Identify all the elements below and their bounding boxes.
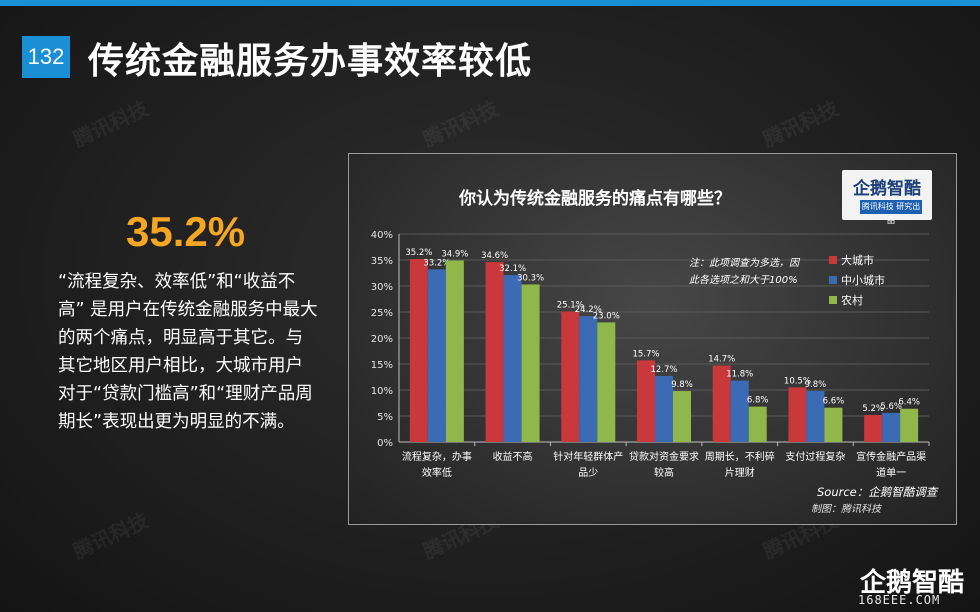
data-label: 10.5% bbox=[784, 376, 811, 386]
brand-logo-text: 企鹅智酷 bbox=[853, 179, 921, 199]
highlight-description: “流程复杂、效率低”和“收益不高” 是用户在传统金融服务中最大的两个痛点，明显高… bbox=[58, 272, 318, 432]
data-label: 24.2% bbox=[575, 305, 602, 315]
watermark: 腾讯科技 bbox=[69, 96, 152, 152]
legend-swatch bbox=[829, 296, 837, 304]
bar bbox=[900, 408, 919, 442]
data-label: 12.7% bbox=[650, 365, 677, 375]
y-tick-label: 30% bbox=[371, 282, 393, 293]
data-label: 9.8% bbox=[805, 380, 827, 390]
bar bbox=[521, 284, 540, 442]
footer-logo: 企鹅智酷 bbox=[860, 568, 965, 598]
data-label: 5.2% bbox=[862, 404, 884, 414]
y-tick-label: 5% bbox=[377, 412, 393, 423]
top-accent-bar bbox=[0, 0, 980, 6]
data-label: 6.6% bbox=[823, 397, 845, 407]
x-category-label: 收益不高 bbox=[493, 450, 533, 463]
y-tick-label: 40% bbox=[371, 230, 393, 241]
y-tick-label: 15% bbox=[371, 360, 393, 371]
bar bbox=[730, 380, 749, 442]
bar bbox=[748, 406, 767, 442]
bar bbox=[409, 258, 428, 442]
data-label: 14.7% bbox=[708, 355, 735, 365]
x-category-label: 宣传金融产品渠 bbox=[856, 450, 926, 463]
bar bbox=[597, 322, 616, 442]
bar bbox=[427, 269, 446, 442]
data-label: 30.3% bbox=[517, 273, 544, 283]
slide-number: 132 bbox=[22, 36, 70, 78]
x-category-label: 支付过程复杂 bbox=[785, 450, 845, 463]
bar bbox=[655, 375, 673, 442]
data-label: 6.4% bbox=[898, 398, 920, 408]
bar bbox=[864, 414, 883, 442]
x-category-label: 贷款对资金要求 bbox=[629, 450, 699, 463]
footer-url: 168EEE.COM bbox=[858, 593, 941, 607]
bar bbox=[637, 360, 655, 442]
bar bbox=[485, 262, 504, 442]
bar bbox=[712, 365, 731, 442]
bar bbox=[561, 311, 580, 442]
legend-swatch bbox=[829, 276, 837, 284]
chart-maker: 制图：腾讯科技 bbox=[811, 503, 883, 515]
x-category-label: 片理财 bbox=[725, 466, 755, 479]
data-label: 6.8% bbox=[747, 396, 769, 406]
data-label: 25.1% bbox=[557, 300, 584, 310]
x-category-label: 品少 bbox=[578, 467, 598, 479]
chart-note: 注：此项调查为多选，因 bbox=[689, 257, 801, 269]
watermark: 腾讯科技 bbox=[759, 96, 842, 152]
brand-logo: 企鹅智酷 腾讯科技 研究出品 bbox=[842, 170, 932, 225]
data-label: 15.7% bbox=[632, 349, 659, 359]
x-category-label: 道单一 bbox=[876, 466, 906, 479]
bar bbox=[579, 316, 598, 442]
x-category-label: 流程复杂，办事 bbox=[402, 450, 472, 463]
data-label: 34.6% bbox=[481, 251, 508, 261]
page-title: 传统金融服务办事效率较低 bbox=[88, 41, 533, 82]
x-category-label: 较高 bbox=[654, 466, 674, 479]
bar-chart: 你认为传统金融服务的痛点有哪些？ 0% 5% 10% 15% 20% 25% 30% 35% 40… bbox=[371, 188, 939, 515]
bar bbox=[503, 275, 522, 442]
bar bbox=[824, 407, 843, 442]
data-label: 9.8% bbox=[671, 380, 693, 390]
y-tick-label: 35% bbox=[371, 256, 393, 267]
y-tick-label: 0% bbox=[377, 438, 393, 449]
brand-logo-subtitle: 腾讯科技 研究出品 bbox=[860, 200, 922, 225]
legend-label: 农村 bbox=[841, 293, 863, 307]
data-label: 33.2% bbox=[423, 258, 450, 268]
highlight-percent: 35.2% bbox=[126, 208, 246, 255]
data-label: 5.6% bbox=[880, 402, 902, 412]
watermark: 腾讯科技 bbox=[69, 508, 152, 564]
bar bbox=[445, 260, 464, 442]
data-label: 34.9% bbox=[441, 250, 468, 260]
data-label: 23.0% bbox=[593, 311, 620, 321]
data-label: 35.2% bbox=[405, 248, 432, 258]
chart-note: 此各选项之和大于100% bbox=[689, 274, 798, 286]
y-tick-label: 20% bbox=[371, 334, 393, 345]
chart-title: 你认为传统金融服务的痛点有哪些？ bbox=[458, 188, 731, 209]
data-label: 11.8% bbox=[726, 370, 753, 380]
legend-label: 中小城市 bbox=[841, 273, 885, 287]
legend-label: 大城市 bbox=[841, 253, 874, 267]
y-tick-label: 10% bbox=[371, 386, 393, 397]
bar bbox=[882, 412, 901, 442]
chart-source: Source：企鹅智酷调查 bbox=[817, 485, 939, 499]
y-tick-label: 25% bbox=[371, 308, 393, 319]
watermark: 腾讯科技 bbox=[419, 96, 502, 152]
bar bbox=[806, 391, 825, 442]
data-label: 32.1% bbox=[499, 264, 526, 274]
x-category-label: 效率低 bbox=[422, 466, 452, 479]
legend-swatch bbox=[829, 256, 837, 264]
x-category-label: 周期长，不利碎 bbox=[705, 450, 775, 463]
x-category-label: 针对年轻群体产 bbox=[553, 450, 623, 463]
bar bbox=[673, 391, 691, 442]
bar bbox=[788, 387, 807, 442]
